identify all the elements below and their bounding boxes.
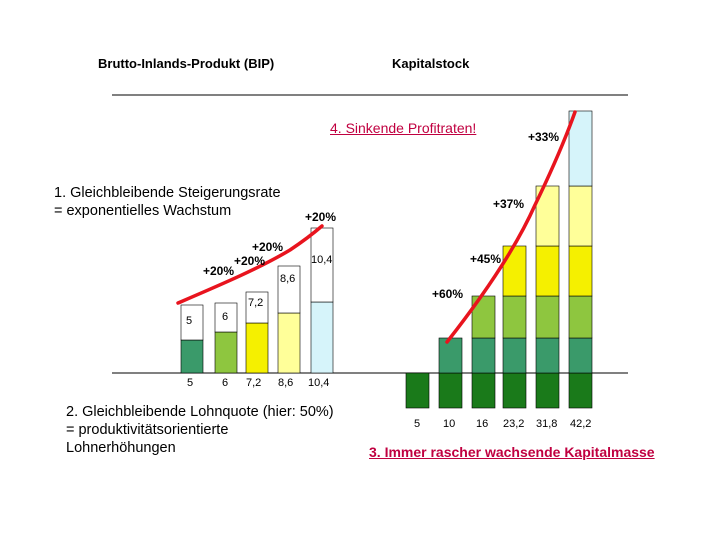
bip-label-2: 6 [222,377,229,389]
bip-bar-2 [214,331,238,374]
capital-note: 3. Immer rascher wachsende Kapitalmasse [369,444,655,460]
kapital-label-2: 10 [443,418,456,430]
kapital-growth-1: +60% [432,287,464,301]
kapital-label-6: 42,2 [570,418,592,430]
bip-growth-2: +20% [234,254,266,268]
growth-note-line-2: = exponentielles Wachstum [54,203,232,219]
wage-note-line-3: Lohnerhöhungen [66,440,176,456]
bip-growth-1: +20% [203,264,235,278]
kapital-growth-2: +45% [470,252,502,266]
bip-top-value-1: 5 [186,315,193,327]
wage-note-line-1: 2. Gleichbleibende Lohnquote (hier: 50%) [66,404,334,420]
bip-growth-3: +20% [252,240,284,254]
kapital-growth-4: +33% [528,130,560,144]
wage-note-line-2: = produktivitätsorientierte [66,422,229,438]
growth-note-line-1: 1. Gleichbleibende Steigerungsrate [54,185,281,201]
bip-growth-curve [176,224,324,305]
bip-label-4: 8,6 [278,377,294,389]
bip-growth-4: +20% [305,210,337,224]
bip-bar-4-top [277,265,301,314]
bip-label-5: 10,4 [308,377,330,389]
bip-bars [180,227,334,374]
growth-note: 1. Gleichbleibende Steigerungsrate = exp… [54,184,281,220]
bip-top-value-5: 10,4 [311,254,333,266]
kapital-label-4: 23,2 [503,418,525,430]
kapital-label-1: 5 [414,418,421,430]
bip-label-3: 7,2 [246,377,262,389]
bip-label-1: 5 [187,377,194,389]
kapital-growth-curve [445,110,577,344]
bip-bar-1 [180,339,204,374]
wage-note: 2. Gleichbleibende Lohnquote (hier: 50%)… [66,403,334,457]
bip-top-value-3: 7,2 [248,297,264,309]
bip-bar-3-top [245,291,269,324]
bip-bar-1-top [180,304,204,341]
bip-bar-3 [245,322,269,374]
kapital-header: Kapitalstock [392,56,470,71]
kapital-bars [405,110,593,409]
bip-bar-2-top [214,302,238,333]
kapital-label-5: 31,8 [536,418,558,430]
bip-bar-4 [277,312,301,374]
profit-note: 4. Sinkende Profitraten! [330,120,477,136]
bip-top-value-2: 6 [222,311,229,323]
bip-bar-5 [310,301,334,374]
kapital-growth-3: +37% [493,197,525,211]
bip-top-value-4: 8,6 [280,273,296,285]
kapital-label-3: 16 [476,418,489,430]
bip-header: Brutto-Inlands-Produkt (BIP) [98,56,275,71]
